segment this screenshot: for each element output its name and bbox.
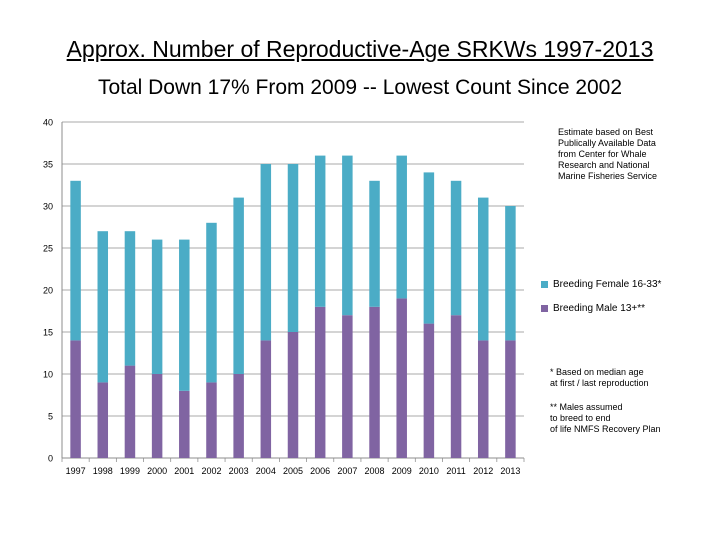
x-tick-label: 1998 bbox=[93, 466, 113, 476]
bar-male-2000 bbox=[151, 374, 163, 458]
y-tick-label: 10 bbox=[43, 370, 53, 380]
x-tick-label: 2006 bbox=[310, 466, 330, 476]
y-tick-label: 40 bbox=[43, 118, 53, 128]
bar-female-2011 bbox=[450, 180, 462, 316]
x-tick-label: 2008 bbox=[365, 466, 385, 476]
x-tick-label: 2007 bbox=[337, 466, 357, 476]
x-tick-label: 2009 bbox=[392, 466, 412, 476]
footnote-males: ** Males assumed to breed to end of life… bbox=[550, 402, 661, 434]
bar-male-1997 bbox=[70, 340, 81, 458]
bar-male-2011 bbox=[450, 315, 462, 458]
legend-item-female: Breeding Female 16-33* bbox=[541, 279, 661, 290]
x-tick-label: 2001 bbox=[174, 466, 194, 476]
bar-male-1999 bbox=[124, 365, 136, 458]
bar-female-1998 bbox=[97, 231, 109, 383]
bar-female-2001 bbox=[179, 239, 190, 391]
bar-female-1997 bbox=[70, 180, 81, 341]
x-tick-label: 1999 bbox=[120, 466, 140, 476]
x-tick-label: 1997 bbox=[66, 466, 86, 476]
bar-female-2002 bbox=[206, 222, 217, 383]
bar-female-2006 bbox=[314, 155, 326, 307]
bar-male-2007 bbox=[342, 315, 353, 458]
y-tick-label: 35 bbox=[43, 160, 53, 170]
bar-male-2001 bbox=[179, 390, 190, 458]
bar-female-2013 bbox=[505, 206, 516, 341]
bar-male-2002 bbox=[206, 382, 217, 458]
x-tick-label: 2011 bbox=[446, 466, 465, 476]
chart-title: Approx. Number of Reproductive-Age SRKWs… bbox=[66, 36, 654, 62]
x-tick-label: 2013 bbox=[500, 466, 520, 476]
bar-male-2005 bbox=[287, 332, 299, 458]
legend-item-male: Breeding Male 13+** bbox=[541, 303, 645, 314]
bar-male-2013 bbox=[505, 340, 516, 458]
x-tick-label: 2004 bbox=[256, 466, 276, 476]
legend-swatch-male bbox=[541, 305, 548, 312]
bar-female-2004 bbox=[260, 164, 272, 341]
bar-male-2003 bbox=[233, 374, 244, 458]
bar-female-2003 bbox=[233, 197, 244, 374]
bar-female-2010 bbox=[423, 172, 435, 324]
bar-female-2009 bbox=[396, 155, 407, 299]
source-note: Estimate based on Best Publically Availa… bbox=[558, 127, 658, 181]
y-tick-label: 15 bbox=[43, 328, 53, 338]
x-tick-label: 2005 bbox=[283, 466, 303, 476]
bar-female-2008 bbox=[369, 180, 380, 307]
legend-label-male: Breeding Male 13+** bbox=[553, 303, 646, 314]
bar-male-1998 bbox=[97, 382, 109, 458]
y-tick-label: 20 bbox=[43, 286, 53, 296]
footnote-median-age: * Based on median age at first / last re… bbox=[550, 367, 649, 388]
bar-female-2005 bbox=[287, 164, 299, 332]
y-tick-label: 0 bbox=[48, 454, 53, 464]
bar-female-2012 bbox=[477, 197, 489, 341]
bar-female-2007 bbox=[342, 155, 353, 316]
y-tick-label: 30 bbox=[43, 202, 53, 212]
y-tick-label: 5 bbox=[48, 412, 53, 422]
bar-male-2010 bbox=[423, 323, 435, 458]
x-tick-label: 2012 bbox=[473, 466, 493, 476]
bar-female-1999 bbox=[124, 231, 136, 366]
bar-male-2009 bbox=[396, 298, 407, 458]
legend-label-female: Breeding Female 16-33* bbox=[553, 279, 662, 290]
legend-swatch-female bbox=[541, 281, 548, 288]
x-tick-label: 2000 bbox=[147, 466, 167, 476]
x-tick-label: 2003 bbox=[229, 466, 249, 476]
x-tick-label: 2002 bbox=[201, 466, 221, 476]
bar-male-2012 bbox=[477, 340, 489, 458]
x-tick-label: 2010 bbox=[419, 466, 439, 476]
bar-male-2006 bbox=[314, 306, 326, 458]
bar-male-2008 bbox=[369, 306, 380, 458]
bar-male-2004 bbox=[260, 340, 272, 458]
bar-female-2000 bbox=[151, 239, 163, 374]
y-tick-label: 25 bbox=[43, 244, 53, 254]
chart-subtitle: Total Down 17% From 2009 -- Lowest Count… bbox=[97, 76, 623, 99]
